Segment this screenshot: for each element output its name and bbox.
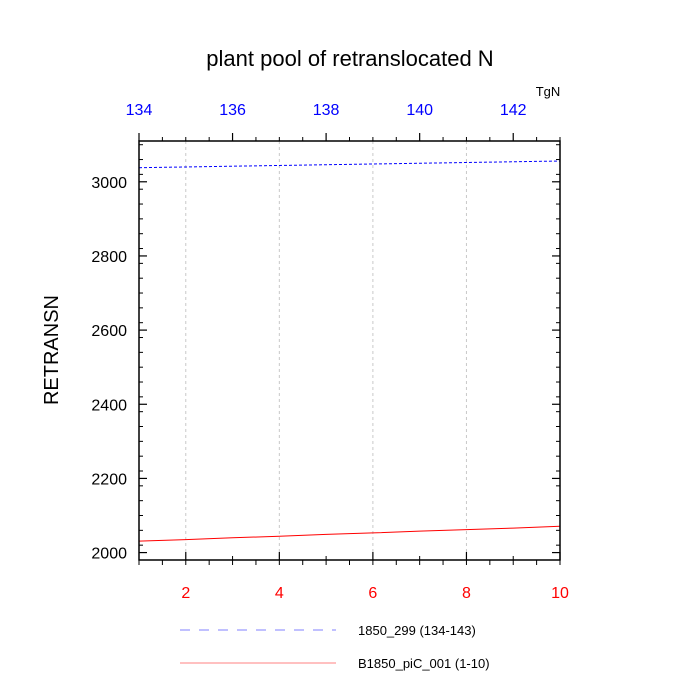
series-line-2 xyxy=(138,525,561,542)
y-tick-label: 2600 xyxy=(91,323,127,340)
y-axis-label: RETRANSN xyxy=(41,295,63,405)
chart-title: plant pool of retranslocated N xyxy=(206,46,493,71)
x-top-tick-label: 138 xyxy=(313,102,340,119)
legend-label-1: 1850_299 (134-143) xyxy=(358,623,476,638)
x-top-tick-label: 136 xyxy=(219,102,246,119)
x-bottom-tick-label: 6 xyxy=(368,585,377,602)
x-bottom-tick-label: 10 xyxy=(551,585,569,602)
legend-label-2: B1850_piC_001 (1-10) xyxy=(358,656,490,671)
y-tick-label: 3000 xyxy=(91,175,127,192)
x-top-tick-label: 140 xyxy=(406,102,433,119)
x-bottom-tick-label: 8 xyxy=(462,585,471,602)
x-top-tick-label: 134 xyxy=(126,102,153,119)
y-tick-label: 2000 xyxy=(91,546,127,563)
x-bottom-tick-label: 2 xyxy=(181,585,190,602)
x-bottom-tick-label: 4 xyxy=(275,585,284,602)
y-tick-label: 2800 xyxy=(91,249,127,266)
plot-frame xyxy=(138,140,561,561)
y-tick-label: 2200 xyxy=(91,471,127,488)
units-label: TgN xyxy=(536,84,561,99)
x-top-tick-label: 142 xyxy=(500,102,527,119)
y-tick-label: 2400 xyxy=(91,397,127,414)
series-line-1 xyxy=(138,160,561,169)
